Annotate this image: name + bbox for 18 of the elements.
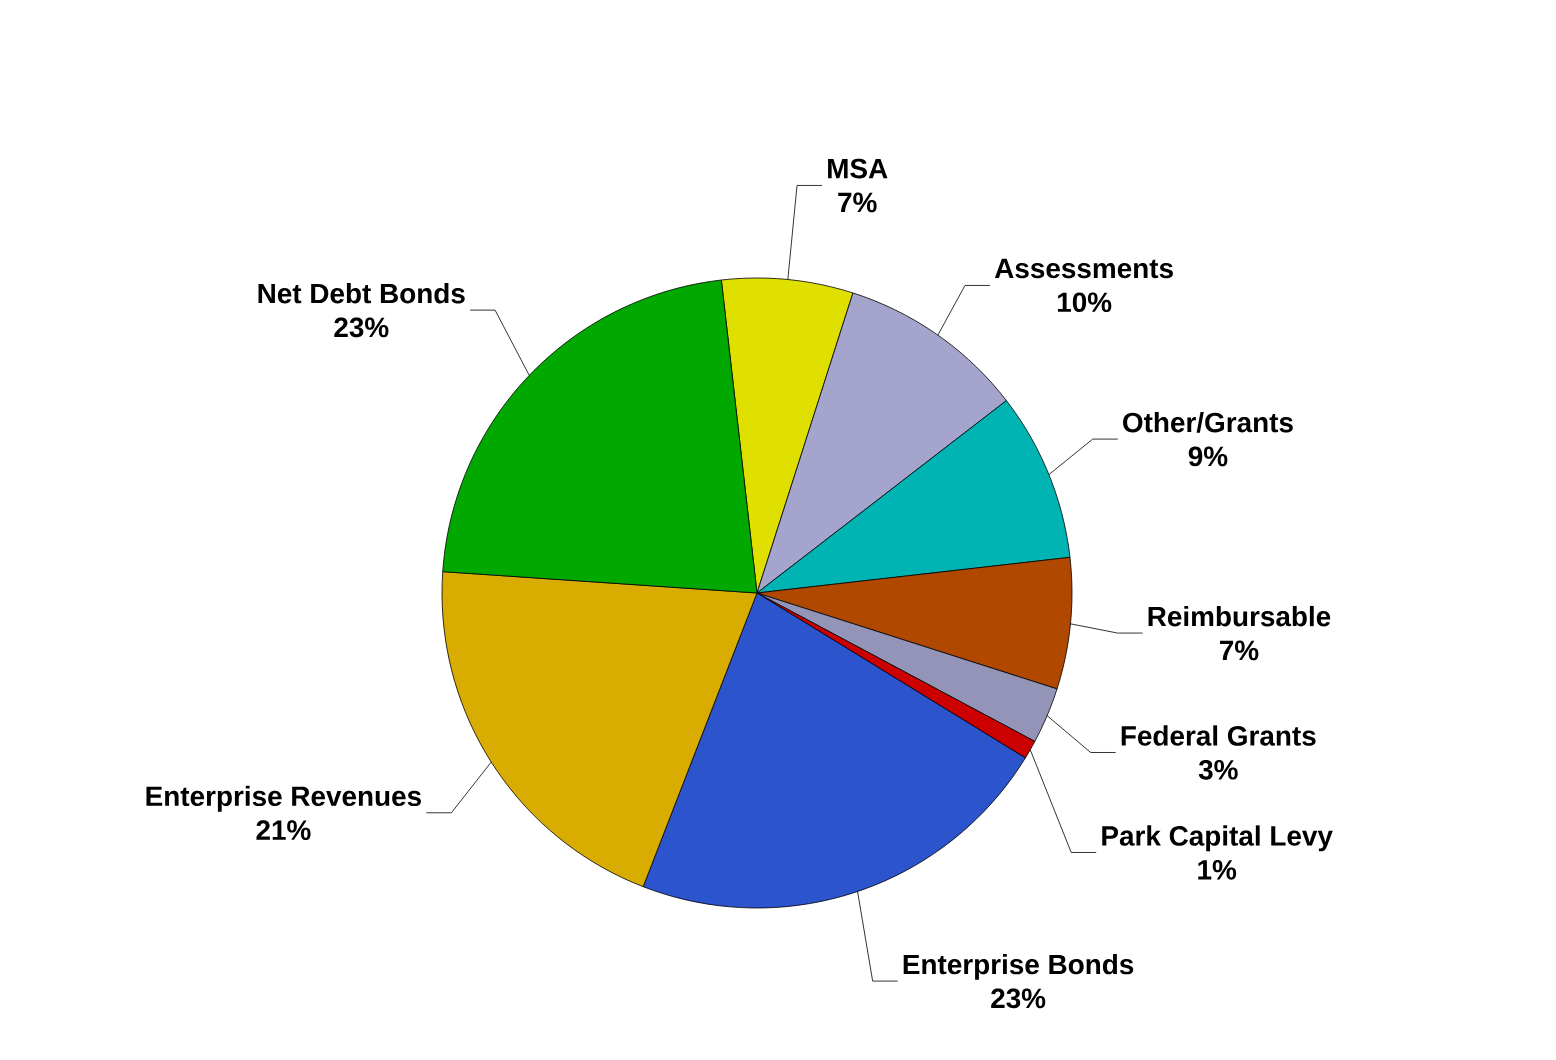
slice-label: MSA <box>828 158 888 179</box>
data-label: 7% <box>1220 640 1259 661</box>
data-label: 23% <box>334 317 389 338</box>
data-label: 23% <box>991 988 1046 1009</box>
slice-label: Federal Grants <box>1121 725 1316 746</box>
data-label: 7% <box>838 192 877 213</box>
data-label: 1% <box>1198 860 1237 880</box>
data-label: 21% <box>256 820 311 840</box>
slice-label: Park Capital Levy <box>1102 825 1333 852</box>
slice-label: Net Debt Bonds <box>258 282 465 304</box>
data-label: 9% <box>1188 446 1228 467</box>
slice-label: Other/Grants <box>1123 411 1293 433</box>
slice-label: Enterprise Bonds <box>903 953 1134 980</box>
data-label: 10% <box>1057 292 1112 313</box>
slice-label: Assessments <box>994 258 1173 279</box>
slice-label: Enterprise Revenues <box>146 785 421 812</box>
data-label: 3% <box>1198 759 1238 780</box>
slice-label: Reimbursable <box>1148 605 1331 627</box>
